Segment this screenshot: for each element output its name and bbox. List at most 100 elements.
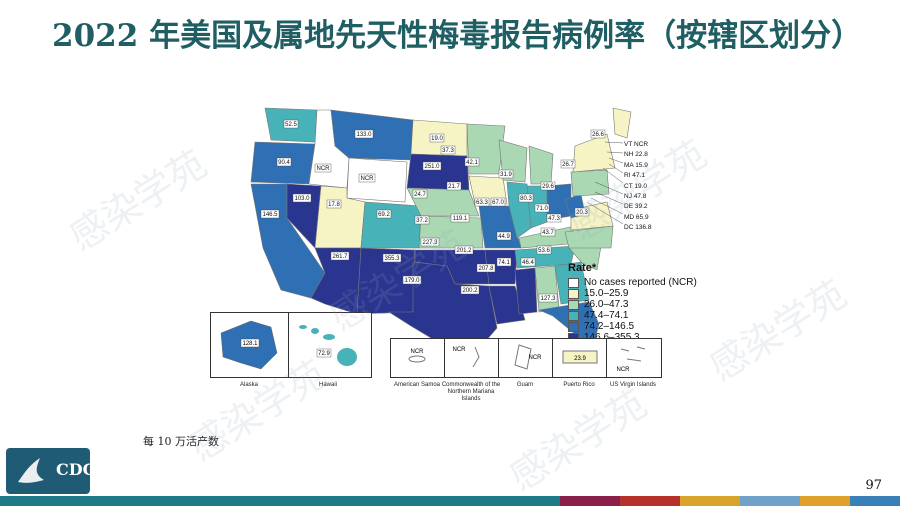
inset-puerto-rico: 23.9: [552, 338, 608, 378]
us-map: 52.5 90.4 146.5 103.0 NCR 133.0 NCR 17.8…: [235, 98, 675, 398]
state-al: [534, 265, 560, 313]
label-la: 200.2: [460, 285, 480, 295]
label-mo: 119.1: [450, 213, 470, 223]
value-ky: 44.9: [498, 234, 510, 240]
value-ut: 17.8: [328, 202, 340, 208]
svg-text:23.9: 23.9: [574, 356, 586, 362]
label-sd: 251.0: [422, 161, 442, 171]
label-oh: 80.3: [518, 193, 534, 203]
value-sd: 251.0: [424, 164, 440, 170]
callout-dc: DC 136.8: [624, 224, 652, 232]
watermark: 感染学苑: [61, 141, 214, 260]
label-ut: 17.8: [326, 199, 342, 209]
value-mo: 119.1: [453, 216, 468, 222]
value-fl: 127.3: [540, 296, 556, 302]
label-nd: 19.0: [429, 133, 445, 143]
label-ok: 227.3: [420, 237, 440, 247]
label-ks: 37.2: [414, 215, 430, 225]
value-me: 26.6: [592, 132, 604, 138]
label-ar: 201.2: [454, 245, 474, 255]
value-ny: 26.7: [562, 162, 574, 168]
label-ny: 26.7: [560, 159, 576, 169]
legend-item: 26.0–47.3: [568, 299, 697, 310]
value-tx: 179.0: [404, 278, 420, 284]
state-mi: [528, 145, 554, 185]
value-la: 200.2: [462, 288, 478, 294]
state-co: [360, 201, 422, 249]
label-ca: 146.5: [260, 209, 280, 219]
inset-label-guam: Guam: [516, 382, 534, 388]
label-me: 26.6: [590, 129, 606, 139]
legend-title: Rate*: [568, 262, 597, 274]
cdc-logo: CDC: [6, 448, 95, 494]
label-wa: 52.5: [283, 119, 299, 129]
value-ks: 37.2: [416, 218, 428, 224]
value-ga: 53.6: [538, 248, 550, 254]
value-mi: 31.9: [500, 172, 512, 178]
map-legend: Rate* No cases reported (NCR) 15.0–25.9 …: [568, 262, 697, 343]
label-va: 20.3: [574, 207, 590, 217]
label-tn: 74.1: [496, 257, 512, 267]
inset-alaska: 128.1: [210, 312, 290, 378]
hhs-eagle-icon: [18, 458, 44, 483]
state-pa: [570, 169, 610, 197]
label-nv: 103.0: [292, 193, 312, 203]
svg-text:NCR: NCR: [529, 355, 543, 361]
callout-ri: RI 47.1: [624, 172, 645, 180]
inset-hawaii: 72.9: [288, 312, 372, 378]
inset-us-virgin-islands: NCR: [606, 338, 662, 378]
value-tn: 74.1: [498, 260, 510, 266]
label-wy: NCR: [358, 173, 376, 183]
inset-guam: NCR: [498, 338, 554, 378]
value-az: 261.7: [332, 254, 348, 260]
inset-label-hawaii: Hawaii: [318, 382, 337, 388]
label-co: 69.2: [376, 209, 392, 219]
value-co: 69.2: [378, 212, 390, 218]
rate-footnote: 每 10 万活产数: [143, 435, 219, 448]
value-wv: 71.0: [536, 206, 548, 212]
value-ca: 146.5: [262, 212, 278, 218]
label-tx: 179.0: [402, 275, 422, 285]
page-title: 2022 年美国及属地先天性梅毒报告病例率（按辖区划分）: [52, 18, 863, 54]
value-ak: 128.1: [242, 341, 258, 347]
value-ne: 24.7: [414, 192, 426, 198]
label-ia: 21.7: [446, 181, 462, 191]
label-sc: 43.7: [540, 227, 556, 237]
legend-item: 47.4–74.1: [568, 310, 697, 321]
callout-vt: VT NCR: [624, 141, 649, 148]
value-nc: 47.3: [548, 216, 560, 222]
value-sc: 43.7: [542, 230, 554, 236]
label-ne: 24.7: [412, 189, 428, 199]
small-state-callouts: VT NCR NH 22.8 MA 15.9 RI 47.1 CT 19.0 N…: [624, 140, 651, 234]
inset-northern-mariana: NCR: [444, 338, 500, 378]
value-hi: 72.9: [318, 351, 330, 357]
value-il: 63.3: [476, 200, 488, 206]
label-mt: 133.0: [354, 129, 374, 139]
state-ny: [572, 133, 616, 173]
value-ok: 227.3: [422, 240, 438, 246]
label-mi: 31.9: [498, 169, 514, 179]
state-ms: [514, 267, 538, 315]
legend-item: 74.2–146.5: [568, 321, 697, 332]
value-wi: 42.1: [466, 160, 478, 166]
inset-label-alaska: Alaska: [239, 382, 258, 388]
legend-item: No cases reported (NCR): [568, 277, 697, 288]
svg-text:NCR: NCR: [453, 347, 467, 353]
label-fl: 127.3: [538, 293, 558, 303]
value-id: NCR: [317, 166, 331, 172]
legend-item: 15.0–25.9: [568, 288, 697, 299]
callout-md: MD 65.9: [624, 213, 649, 221]
label-az: 261.7: [330, 251, 350, 261]
us-map-svg: 52.5 90.4 146.5 103.0 NCR 133.0 NCR 17.8…: [250, 107, 632, 369]
state-la: [488, 285, 526, 325]
label-ga: 53.6: [536, 245, 552, 255]
label-nm: 355.3: [382, 253, 402, 263]
inset-label-northern-mariana: Commonwealth of the Northern Mariana Isl…: [441, 382, 501, 402]
value-mt: 133.0: [356, 132, 372, 138]
bottom-color-bar: [0, 496, 900, 506]
state-nc: [564, 225, 614, 249]
page-number: 97: [865, 478, 882, 493]
svg-text:NCR: NCR: [617, 367, 631, 373]
value-ia: 21.7: [448, 184, 460, 190]
value-pa: 29.6: [542, 184, 554, 190]
